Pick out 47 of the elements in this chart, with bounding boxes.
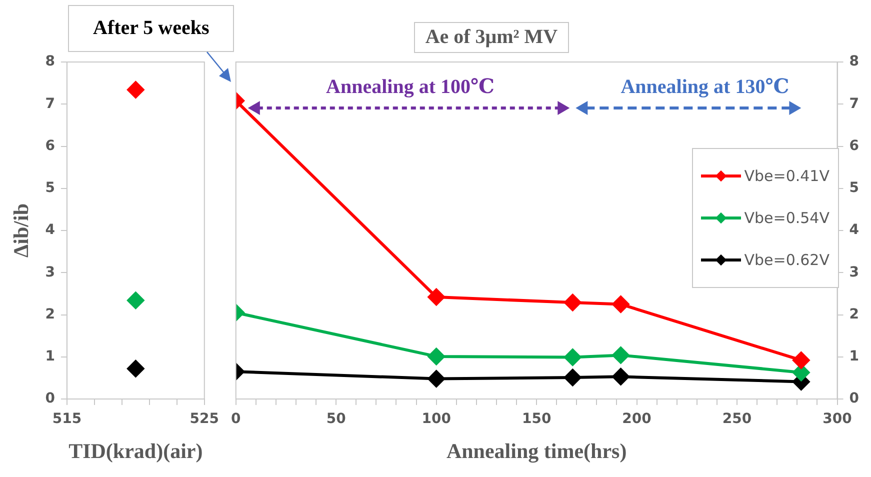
y2-tick-label: 4 — [849, 222, 860, 238]
y-tick-label: 2 — [45, 306, 55, 322]
y2-tick-label: 2 — [849, 306, 860, 322]
y-tick-label: 1 — [45, 348, 55, 365]
y2-tick-label: 1 — [849, 348, 860, 365]
annotation: Annealing at 100℃ — [326, 76, 494, 98]
y-tick-label: 7 — [45, 96, 55, 112]
x-tick-label: 300 — [822, 411, 852, 428]
y-tick-label: 5 — [45, 180, 55, 196]
text: After 5 weeks — [68, 5, 234, 52]
x-axis-title: TID(krad)(air) — [68, 438, 203, 463]
y2-tick-label: 5 — [849, 180, 860, 196]
point — [428, 288, 445, 306]
legend-label: Vbe=0.54V — [744, 209, 830, 227]
y-tick-label: 4 — [45, 222, 56, 238]
y-tick-label: 0 — [45, 390, 56, 407]
annotation: Annealing at 130℃ — [620, 76, 790, 98]
point — [564, 348, 582, 366]
point — [564, 294, 582, 312]
y2-tick-label: 8 — [849, 54, 860, 70]
x-axis-title: Annealing time(hrs) — [446, 438, 627, 463]
point — [428, 348, 445, 365]
point — [792, 352, 810, 369]
legend-label: Vbe=0.62V — [744, 251, 830, 269]
y-tick-label: 3 — [45, 264, 55, 280]
point — [428, 370, 445, 388]
point — [612, 296, 630, 313]
point — [612, 368, 630, 386]
x-tick-label: 515 — [52, 411, 82, 428]
x-tick-label: 200 — [622, 411, 652, 428]
x-tick-label: 150 — [522, 411, 552, 428]
y2-tick-label: 0 — [849, 390, 860, 407]
x-tick-label: 0 — [230, 411, 241, 428]
y2-tick-label: 3 — [849, 264, 860, 280]
y-tick-label: 8 — [45, 54, 55, 70]
chart-title: Ae of 3μm² MV — [414, 22, 569, 53]
point — [564, 369, 582, 386]
y2-tick-label: 7 — [849, 96, 860, 112]
y-tick-label: 6 — [45, 138, 55, 154]
x-tick-label: 50 — [326, 411, 346, 428]
legend-label: Vbe=0.41V — [744, 167, 830, 185]
x-tick-label: 100 — [422, 411, 452, 428]
point — [612, 346, 630, 364]
y2-tick-label: 6 — [849, 138, 860, 154]
y-axis-title: Δib/ib — [9, 203, 34, 258]
x-tick-label: 525 — [190, 411, 220, 428]
x-tick-label: 250 — [722, 411, 752, 428]
